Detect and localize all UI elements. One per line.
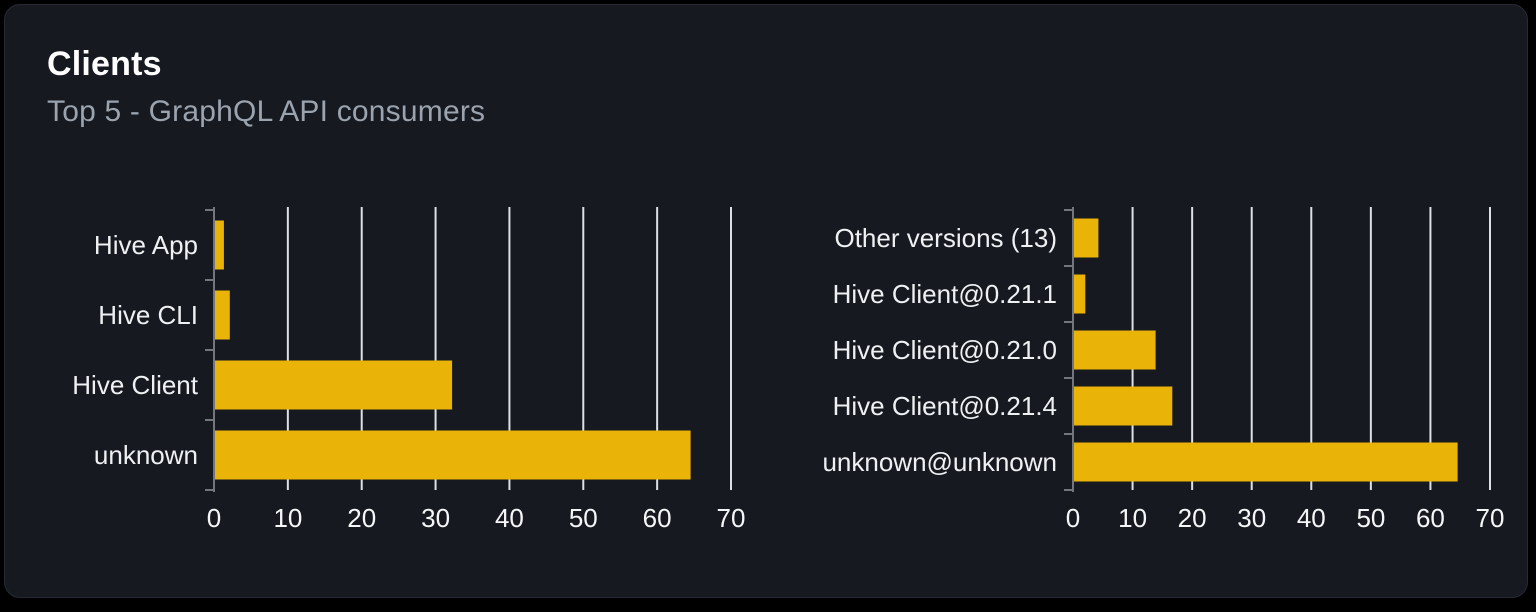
bar-hive-cli[interactable] <box>215 290 230 340</box>
clients-card: Clients Top 5 - GraphQL API consumers <box>4 4 1528 598</box>
bar-unknown-unknown[interactable] <box>1074 442 1458 482</box>
bar-hive-client-0-21-4[interactable] <box>1074 386 1173 426</box>
bar-unknown[interactable] <box>215 430 691 480</box>
bar-hive-app[interactable] <box>215 220 224 270</box>
bar-hive-client-0-21-0[interactable] <box>1074 330 1156 370</box>
bar-hive-client[interactable] <box>215 360 453 410</box>
bar-hive-client-0-21-1[interactable] <box>1074 274 1086 314</box>
card-title: Clients <box>47 45 162 83</box>
card-subtitle: Top 5 - GraphQL API consumers <box>47 95 486 128</box>
bar-other-versions-13[interactable] <box>1074 218 1099 258</box>
